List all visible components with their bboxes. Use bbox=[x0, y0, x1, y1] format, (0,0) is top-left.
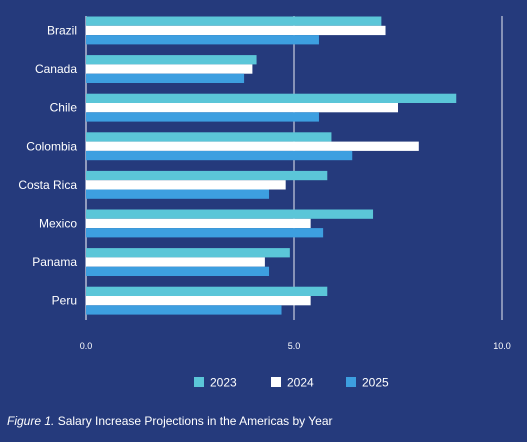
bar-mexico-2025 bbox=[86, 228, 324, 238]
category-labels: Brazil Canada Chile Colombia Costa Rica Mexic… bbox=[18, 23, 77, 307]
legend: 2023 2024 2025 bbox=[194, 376, 389, 390]
bar-canada-2024 bbox=[86, 64, 253, 74]
x-tick-label: 10.0 bbox=[493, 341, 511, 351]
bar-canada-2025 bbox=[86, 73, 245, 83]
bar-peru-2023 bbox=[86, 286, 328, 296]
bar-chile-2025 bbox=[86, 112, 319, 122]
x-tick-labels: 0.0 5.0 10.0 bbox=[80, 341, 511, 351]
bar-brazil-2023 bbox=[86, 16, 382, 26]
legend-label: 2025 bbox=[362, 376, 389, 390]
category-label: Chile bbox=[50, 101, 78, 115]
bar-chile-2023 bbox=[86, 93, 457, 103]
bar-peru-2025 bbox=[86, 305, 282, 315]
caption-text: Salary Increase Projections in the Ameri… bbox=[54, 414, 333, 428]
bar-mexico-2023 bbox=[86, 209, 374, 219]
bar-costa-rica-2023 bbox=[86, 170, 328, 181]
bar-chile-2024 bbox=[86, 103, 398, 113]
category-label: Mexico bbox=[39, 216, 77, 230]
legend-swatch bbox=[346, 377, 356, 387]
category-label: Colombia bbox=[26, 139, 77, 153]
category-label: Peru bbox=[52, 294, 77, 308]
bar-panama-2025 bbox=[86, 266, 270, 276]
x-tick-label: 0.0 bbox=[80, 341, 93, 351]
category-label: Panama bbox=[32, 255, 77, 269]
legend-swatch bbox=[194, 377, 204, 387]
bar-brazil-2024 bbox=[86, 25, 386, 36]
category-label: Costa Rica bbox=[18, 178, 77, 192]
legend-swatch bbox=[271, 377, 281, 387]
bar-costa-rica-2024 bbox=[86, 180, 286, 190]
caption-prefix: Figure 1. bbox=[7, 414, 55, 428]
category-label: Canada bbox=[35, 62, 77, 76]
figure-caption: Figure 1. Salary Increase Projections in… bbox=[7, 414, 333, 428]
category-label: Brazil bbox=[47, 23, 77, 37]
bar-panama-2024 bbox=[86, 257, 265, 267]
bar-peru-2024 bbox=[86, 296, 311, 306]
bar-colombia-2023 bbox=[86, 132, 332, 142]
legend-label: 2023 bbox=[210, 376, 237, 390]
bar-canada-2023 bbox=[86, 55, 257, 65]
bar-colombia-2024 bbox=[86, 141, 419, 151]
bar-colombia-2025 bbox=[86, 150, 353, 161]
bar-brazil-2025 bbox=[86, 35, 319, 45]
x-tick-label: 5.0 bbox=[288, 341, 301, 351]
bars bbox=[86, 16, 457, 315]
bar-mexico-2024 bbox=[86, 218, 311, 229]
bar-costa-rica-2025 bbox=[86, 189, 270, 199]
legend-label: 2024 bbox=[287, 376, 314, 390]
bar-panama-2023 bbox=[86, 248, 290, 258]
